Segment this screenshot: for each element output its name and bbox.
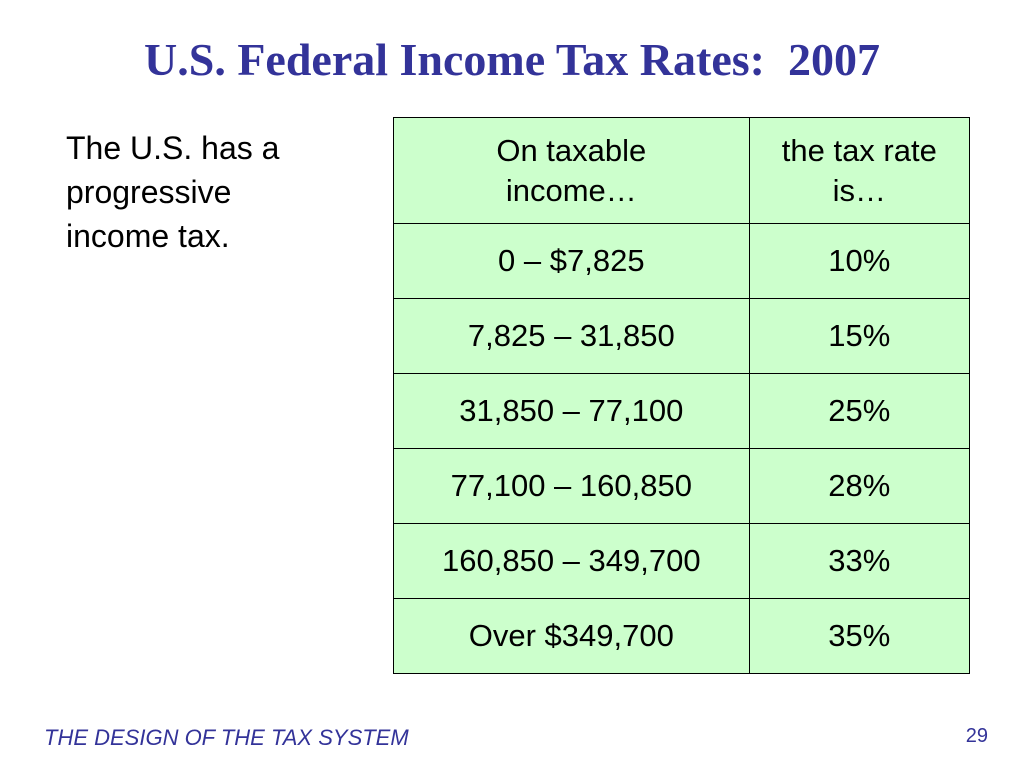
tax-rate-table: On taxable income… the tax rate is… 0 – … bbox=[393, 117, 971, 674]
footer-chapter-title: THE DESIGN OF THE TAX SYSTEM bbox=[44, 725, 409, 750]
slide-title: U.S. Federal Income Tax Rates: 2007 bbox=[144, 34, 880, 85]
tax-rate-cell: 15% bbox=[748, 298, 971, 374]
slide-number: 29 bbox=[965, 725, 988, 747]
tax-rate-cell: 25% bbox=[748, 373, 971, 449]
intro-text: The U.S. has a progressive income tax. bbox=[66, 130, 280, 254]
income-bracket-cell: 77,100 – 160,850 bbox=[393, 448, 750, 524]
table-row: 31,850 – 77,100 25% bbox=[393, 373, 971, 449]
tax-rate-cell: 35% bbox=[748, 598, 971, 674]
header-tax-rate: the tax rate is… bbox=[748, 117, 971, 224]
tax-rate-cell: 33% bbox=[748, 523, 971, 599]
table-row: Over $349,700 35% bbox=[393, 598, 971, 674]
tax-rate-cell: 28% bbox=[748, 448, 971, 524]
income-bracket-cell: Over $349,700 bbox=[393, 598, 750, 674]
income-bracket-cell: 160,850 – 349,700 bbox=[393, 523, 750, 599]
table-header-row: On taxable income… the tax rate is… bbox=[393, 117, 971, 224]
table-row: 0 – $7,825 10% bbox=[393, 223, 971, 299]
income-bracket-cell: 0 – $7,825 bbox=[393, 223, 750, 299]
table-row: 77,100 – 160,850 28% bbox=[393, 448, 971, 524]
income-bracket-cell: 7,825 – 31,850 bbox=[393, 298, 750, 374]
table-row: 160,850 – 349,700 33% bbox=[393, 523, 971, 599]
tax-rate-cell: 10% bbox=[748, 223, 971, 299]
header-taxable-income: On taxable income… bbox=[393, 117, 750, 224]
table-row: 7,825 – 31,850 15% bbox=[393, 298, 971, 374]
income-bracket-cell: 31,850 – 77,100 bbox=[393, 373, 750, 449]
